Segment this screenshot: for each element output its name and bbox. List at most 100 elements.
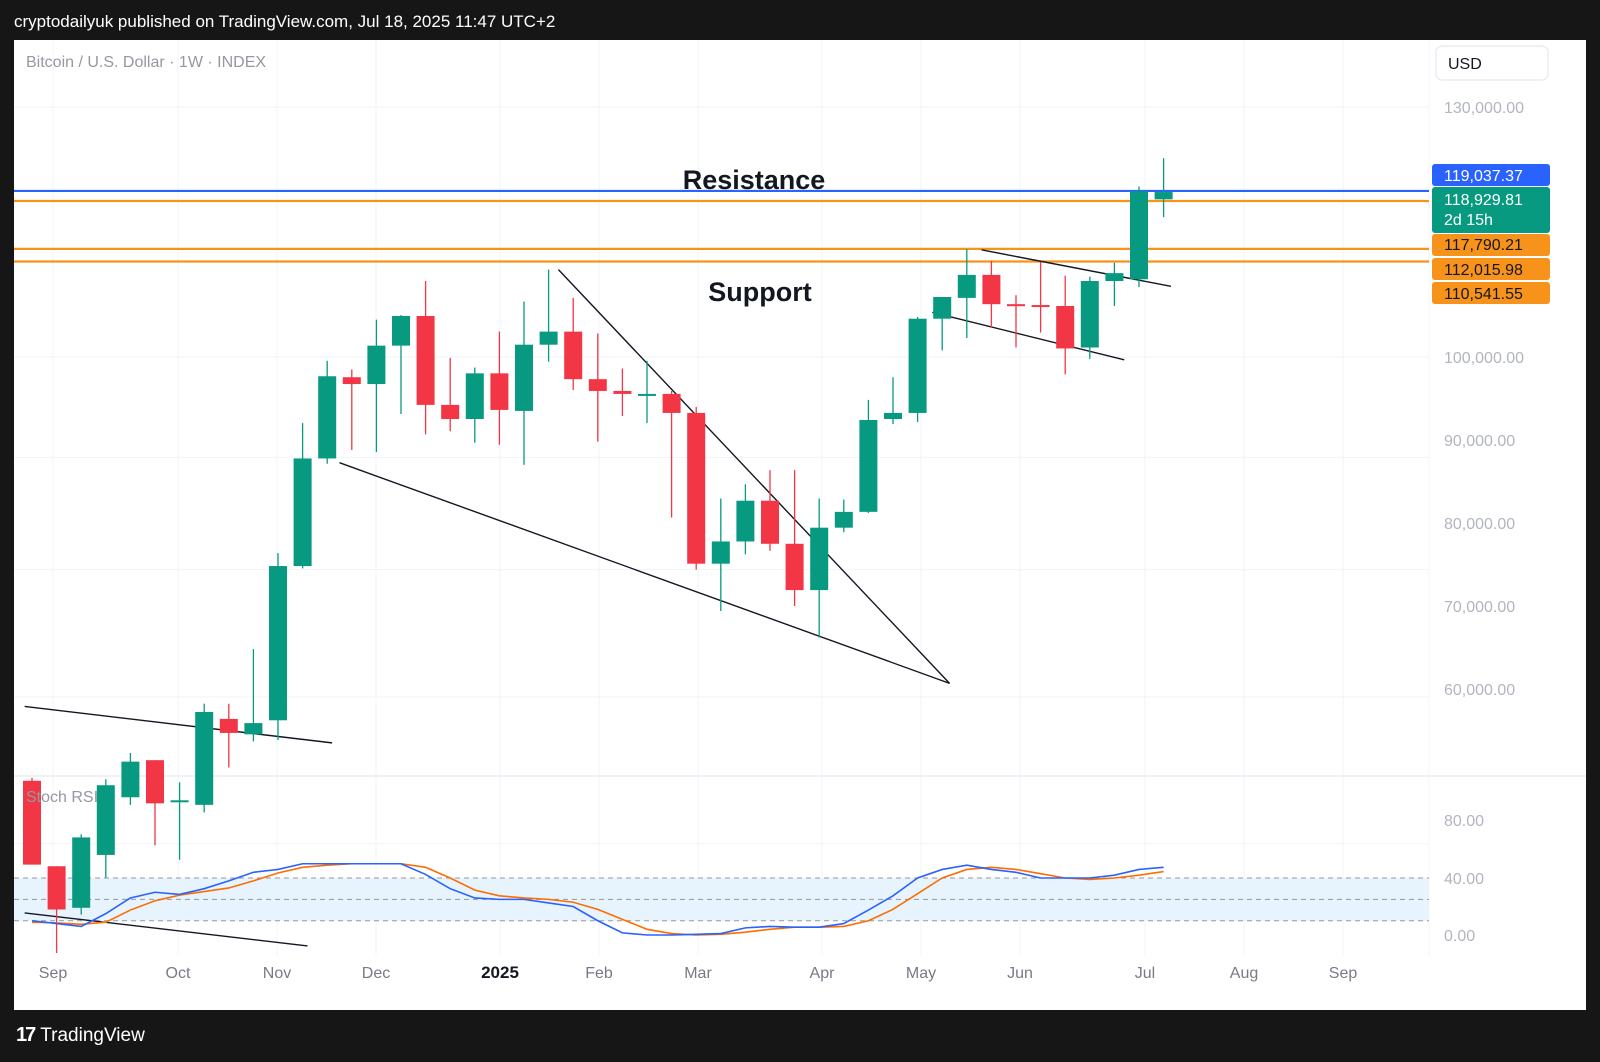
tradingview-logo-icon: 17 [16, 1024, 36, 1046]
rsi-tick-label: 80.00 [1444, 813, 1484, 830]
candle-body [318, 376, 337, 459]
candle [146, 760, 164, 846]
price-label-current: 118,929.81 2d 15h [1432, 187, 1550, 233]
price-label-level: 110,541.55 [1432, 282, 1550, 304]
candle-body [785, 543, 804, 591]
candle [170, 782, 189, 860]
price-label-level: 117,790.21 [1432, 234, 1550, 256]
candle [23, 777, 41, 865]
x-tick-label: Jul [1135, 965, 1155, 982]
candle [957, 249, 976, 339]
x-tick-label: Jun [1007, 965, 1033, 982]
candle-body [588, 379, 607, 391]
candle [982, 260, 1001, 328]
y-tick-label: 130,000.00 [1444, 100, 1524, 117]
x-tick-label: Sep [1329, 965, 1358, 982]
x-tick-label: 2025 [481, 963, 519, 982]
candle [662, 390, 681, 518]
candle [588, 333, 607, 442]
tradingview-logo[interactable]: 17 TradingView [16, 1024, 145, 1047]
candle-body [441, 404, 460, 420]
y-tick-label: 90,000.00 [1444, 433, 1515, 450]
candle-body [367, 345, 386, 385]
price-label-text: 112,015.98 [1444, 262, 1523, 279]
candle [342, 369, 361, 451]
candle [1154, 158, 1173, 218]
price-label-level: 112,015.98 [1432, 258, 1550, 280]
candle-body [810, 527, 829, 591]
candle-body [539, 331, 558, 345]
price-labels: 119,037.37 118,929.81 2d 15h 117,790.21 … [1432, 164, 1550, 304]
candle [269, 553, 287, 741]
candle-body [834, 511, 853, 528]
price-levels [14, 189, 1429, 263]
tradingview-logo-text: TradingView [40, 1024, 145, 1046]
trendlines [24, 249, 1172, 947]
y-tick-label: 70,000.00 [1444, 599, 1515, 616]
candle-body [1154, 192, 1173, 200]
trendline [557, 269, 951, 684]
y-tick-label: 100,000.00 [1444, 350, 1524, 367]
footer-bar: 17 TradingView [0, 1010, 1600, 1062]
currency-button[interactable]: USD [1435, 45, 1549, 81]
rsi-tick-label: 40.00 [1444, 871, 1484, 888]
x-tick-label: Aug [1230, 965, 1258, 982]
candle-body [1105, 273, 1124, 282]
stoch-rsi-lines [31, 862, 1164, 936]
candle [47, 866, 66, 954]
x-tick-label: May [906, 965, 936, 982]
rsi-band-fill [14, 878, 1429, 921]
candle-body [957, 274, 976, 298]
candle [416, 281, 435, 435]
candle [367, 319, 386, 453]
publish-info: cryptodailyuk published on TradingView.c… [14, 12, 556, 31]
x-tick-label: Nov [263, 965, 291, 982]
candle [736, 484, 755, 555]
candle [293, 423, 312, 569]
price-axis[interactable]: 130,000.00 100,000.00 90,000.00 80,000.0… [1444, 100, 1524, 699]
candle-body [170, 800, 189, 803]
stoch-rsi-axis: 80.00 40.00 0.00 [1444, 813, 1484, 945]
candle-body [146, 760, 164, 804]
candle [244, 649, 263, 742]
candle [908, 316, 927, 423]
candle-body [195, 711, 214, 805]
trendline [932, 311, 1125, 361]
candle [515, 301, 533, 465]
candle [121, 752, 140, 805]
stoch-rsi-label: Stoch RSI [26, 789, 98, 806]
price-label-text: 118,929.81 [1444, 192, 1523, 209]
candle-body [244, 723, 263, 735]
x-tick-label: Apr [810, 965, 836, 982]
candle [761, 470, 779, 551]
candle-body [515, 344, 533, 411]
candle-body [761, 500, 779, 544]
candle-body [613, 390, 632, 394]
price-label-text: 117,790.21 [1444, 237, 1523, 254]
stoch-rsi-band [14, 877, 1429, 922]
candle [1007, 295, 1025, 348]
candle [711, 498, 730, 612]
chart-canvas[interactable]: Bitcoin / U.S. Dollar · 1W · INDEX Stoch… [14, 40, 1586, 1010]
candle [1056, 275, 1075, 375]
x-tick-label: Oct [166, 965, 191, 982]
price-label-resistance: 119,037.37 [1432, 164, 1550, 186]
candle-body [392, 315, 410, 346]
candle-body [465, 373, 484, 420]
candle [1105, 262, 1124, 306]
candle-body [884, 412, 902, 420]
x-tick-label: Feb [585, 965, 613, 982]
candle [834, 499, 853, 533]
candle-body [1130, 191, 1148, 280]
time-axis[interactable]: Sep Oct Nov Dec 2025 Feb Mar Apr May Jun… [39, 963, 1358, 982]
candle-body [711, 541, 730, 564]
candle [859, 399, 878, 513]
stoch-rsi-k-line [31, 862, 1164, 936]
candle [638, 360, 656, 424]
candle [564, 297, 583, 390]
candle-body [219, 718, 238, 733]
candle-body [121, 761, 140, 798]
candle-body [638, 393, 656, 396]
candle [72, 834, 91, 915]
candle [884, 377, 902, 425]
